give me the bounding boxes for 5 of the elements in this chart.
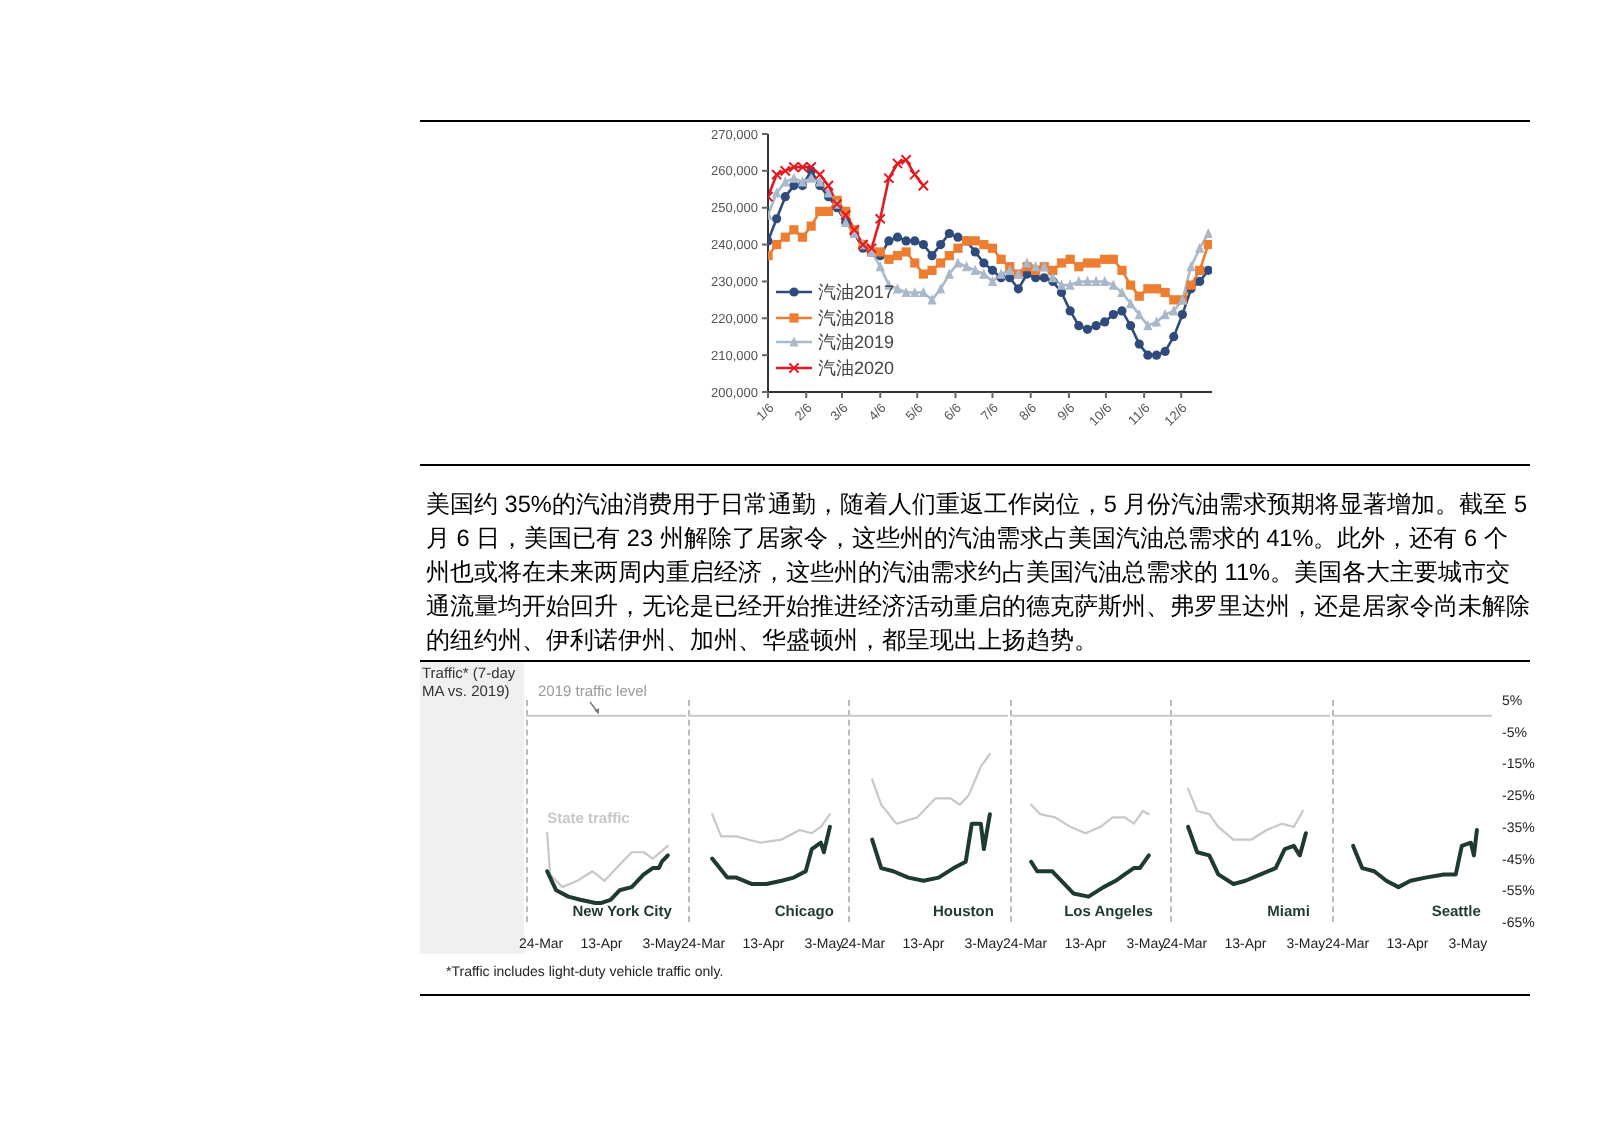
legend-label: 汽油2017 — [818, 280, 895, 305]
legend-label: 汽油2020 — [818, 355, 895, 380]
legend-label: 汽油2018 — [818, 305, 895, 330]
legend-label: 汽油2019 — [818, 330, 895, 355]
text: 美国约 35%的汽油消费用于日常通勤，随着人们重返工作岗位，5 月份汽油需求预期将显著增加。截至 5 月 6 日，美国已有 23 州解除了居家令，这些州的汽油需求占美国汽油总需求的 41%。此外，还有 6 个州也或将在未来两周内重启经济，这些州的汽油需求约占美国汽油总需求的 11%。美国各大主要城市交通流量均开始回升，无论是已经开始推进经济活动重启的德克萨斯州、弗罗里达州，还是居家令尚未解除的纽约州、伊利诺伊州、加州、华盛顿州，都呈现出上扬趋势。 — [426, 488, 1530, 658]
